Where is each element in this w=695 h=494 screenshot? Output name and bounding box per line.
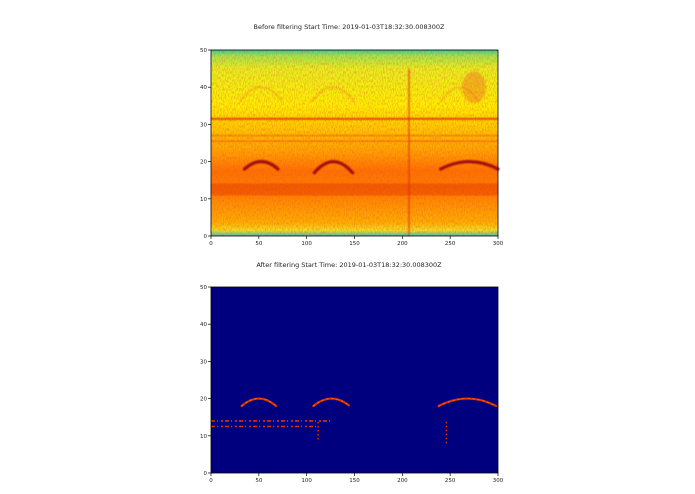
faint-arc (310, 86, 355, 103)
y-tick-label: 10 (200, 434, 207, 440)
y-tick-label: 40 (200, 85, 207, 91)
signal-arc (439, 160, 500, 171)
x-tick-label: 50 (255, 478, 262, 484)
x-tick-label: 300 (493, 478, 504, 484)
x-tick-label: 100 (301, 478, 312, 484)
x-tick-label: 100 (301, 241, 312, 247)
top-chart-title: Before filtering Start Time: 2019-01-03T… (254, 23, 445, 31)
bottom-chart-title: After filtering Start Time: 2019-01-03T1… (256, 261, 442, 269)
faint-arc (239, 86, 284, 103)
filtered-arc-edge (438, 398, 497, 407)
bottom-plot-area: 0 50 100 150 200 250 300 0 10 20 30 40 50 (200, 285, 504, 484)
bottom-heatmap-background (211, 287, 498, 473)
y-tick-label: 20 (200, 160, 207, 166)
x-tick-label: 0 (209, 241, 213, 247)
x-tick-label: 250 (445, 241, 456, 247)
x-tick-label: 50 (255, 241, 262, 247)
y-tick-label: 0 (204, 471, 208, 477)
x-tick-label: 150 (349, 241, 360, 247)
x-tick-label: 200 (397, 241, 408, 247)
x-tick-label: 250 (445, 478, 456, 484)
y-tick-label: 0 (204, 234, 208, 240)
filtered-arc (240, 397, 278, 408)
upper-right-blob (462, 71, 487, 104)
x-tick-label: 300 (493, 241, 504, 247)
top-heatmap-noise (211, 50, 498, 236)
y-tick-label: 30 (200, 359, 207, 365)
y-tick-label: 50 (200, 285, 207, 291)
filtered-arc-edge (313, 398, 350, 407)
y-tick-label: 10 (200, 197, 207, 203)
y-tick-label: 50 (200, 48, 207, 54)
y-tick-label: 40 (200, 322, 207, 328)
signal-arc (242, 160, 280, 171)
x-tick-label: 0 (209, 478, 213, 484)
top-plot-area: 0 50 100 150 200 250 300 0 10 20 30 40 50 (200, 48, 504, 247)
signal-arc (312, 160, 355, 175)
x-tick-label: 200 (397, 478, 408, 484)
y-tick-label: 20 (200, 397, 207, 403)
y-tick-label: 30 (200, 122, 207, 128)
high-energy-region (211, 183, 498, 196)
x-tick-label: 150 (349, 478, 360, 484)
